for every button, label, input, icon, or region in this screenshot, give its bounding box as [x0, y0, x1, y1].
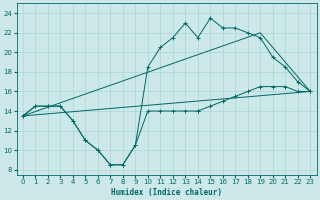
X-axis label: Humidex (Indice chaleur): Humidex (Indice chaleur) — [111, 188, 222, 197]
